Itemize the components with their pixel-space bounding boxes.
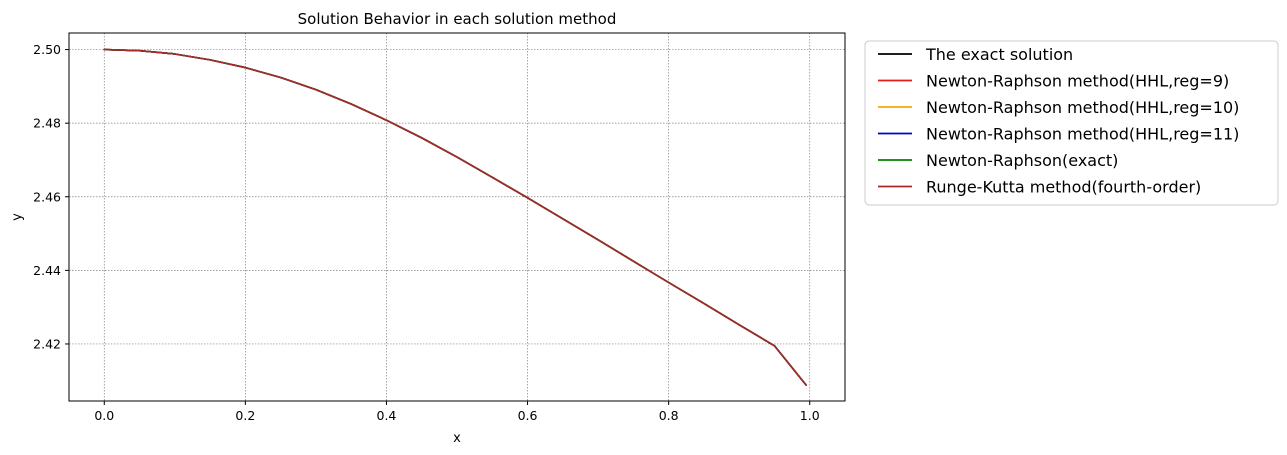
x-tick-label: 0.0 [94,408,114,423]
x-tick-label: 0.4 [377,408,397,423]
x-tick-label: 1.0 [800,408,820,423]
y-tick-label: 2.50 [33,42,61,57]
series-line-5 [103,48,808,386]
y-tick-label: 2.42 [33,336,61,351]
y-tick-label: 2.46 [33,189,61,204]
y-axis-ticks: 2.42 2.44 2.46 2.48 2.50 [33,42,69,351]
plot-frame [68,32,846,402]
y-tick-label: 2.48 [33,116,61,131]
legend-entry-label: Newton-Raphson method(HHL,reg=10) [926,98,1239,117]
legend-box [864,40,1279,206]
legend-entry-label: The exact solution [925,45,1073,64]
series-line-1 [103,48,808,386]
chart-title: Solution Behavior in each solution metho… [298,10,617,28]
x-tick-label: 0.8 [659,408,679,423]
x-tick-label: 0.6 [518,408,538,423]
y-axis-label: y [10,213,25,221]
legend-entry-label: Newton-Raphson(exact) [926,151,1118,170]
legend-entry-label: Newton-Raphson method(HHL,reg=9) [926,72,1229,91]
grid [69,33,845,401]
y-tick-label: 2.44 [33,263,61,278]
series-line-4 [103,48,808,386]
legend: The exact solution Newton-Raphson method(… [864,40,1279,206]
series-line-0 [103,48,808,386]
x-axis-ticks: 0.0 0.2 0.4 0.6 0.8 1.0 [94,401,820,423]
series-line-2 [103,48,808,386]
x-axis-label: x [453,431,461,446]
legend-entry-label: Newton-Raphson method(HHL,reg=11) [926,125,1239,144]
series-lines [103,48,808,386]
series-line-3 [103,48,808,386]
legend-entry-label: Runge-Kutta method(fourth-order) [926,178,1201,197]
x-tick-label: 0.2 [235,408,255,423]
